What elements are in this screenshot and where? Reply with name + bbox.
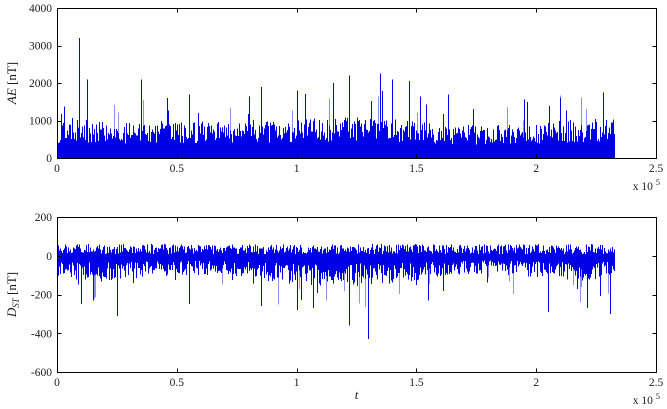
- x-tick-label: 0: [54, 163, 60, 175]
- x-tick-label: 1.5: [409, 163, 424, 175]
- y-tick-labels: -600 -400 -200 0 200: [31, 212, 52, 379]
- y-tick-label: -600: [31, 367, 52, 379]
- series-main-strokes: [57, 244, 615, 300]
- y-axis-label: AE [nT]: [4, 62, 19, 105]
- y-axis-label: DST [nT]: [4, 272, 21, 318]
- y-tick-labels: 0 1000 2000 3000 4000: [29, 3, 52, 165]
- x-tick-label: 1: [294, 377, 300, 389]
- series-peak-spikes: [80, 251, 612, 340]
- x-tick-label: 0: [54, 377, 60, 389]
- x-axis-multiplier: x 10 5: [633, 177, 660, 193]
- x-tick-labels: 0 0.5 1 1.5 2 2.5: [54, 377, 663, 389]
- y-tick-label: -200: [31, 290, 52, 302]
- x-tick-label: 2: [533, 163, 539, 175]
- x-tick-label: 1.5: [409, 377, 424, 389]
- y-tick-label: 0: [46, 251, 52, 263]
- bottom-chart: 0 0.5 1 1.5 2 2.5 -600 -400 -200 0 200 x 10 5 DST [n…: [4, 212, 663, 407]
- x-tick-label: 0.5: [170, 377, 185, 389]
- series-AE-index: [57, 38, 615, 158]
- axis-ticks: [57, 8, 657, 159]
- x-tick-label: 0.5: [170, 163, 185, 175]
- axes-box: [57, 217, 657, 373]
- x-tick-label: 2.5: [649, 163, 664, 175]
- top-chart: 0 0.5 1 1.5 2 2.5 0 1000 2000 3000 4000 x 10 5 AE [n…: [4, 3, 663, 193]
- x-axis-multiplier: x 10 5: [633, 391, 660, 407]
- y-tick-label: 1000: [29, 116, 52, 128]
- y-tick-label: 4000: [29, 3, 52, 15]
- x-tick-label: 2.5: [649, 377, 664, 389]
- series-Dst-index: [57, 244, 615, 340]
- x-tick-labels: 0 0.5 1 1.5 2 2.5: [54, 163, 663, 175]
- axis-ticks: [57, 217, 657, 373]
- y-tick-label: -400: [31, 328, 52, 340]
- x-axis-label: t: [355, 387, 359, 402]
- x-tick-label: 2: [533, 377, 539, 389]
- series-peak-spikes: [78, 38, 605, 158]
- x-tick-label: 1: [294, 163, 300, 175]
- y-tick-label: 3000: [29, 41, 52, 53]
- y-tick-label: 2000: [29, 78, 52, 90]
- y-tick-label: 0: [46, 153, 52, 165]
- y-tick-label: 200: [35, 212, 53, 224]
